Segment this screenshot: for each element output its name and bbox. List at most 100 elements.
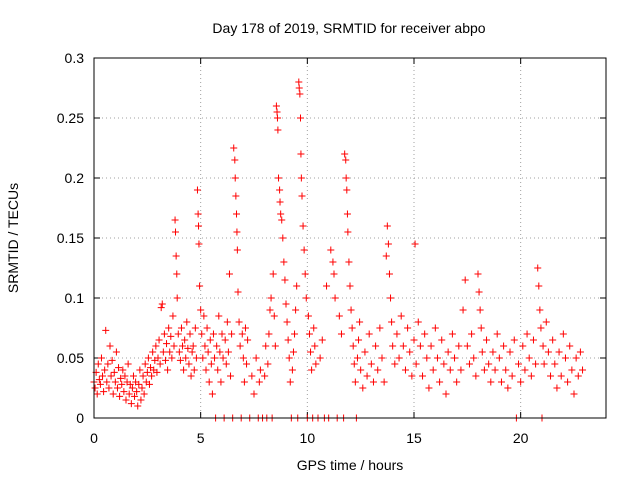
data-point [316, 354, 324, 362]
data-point [218, 330, 226, 338]
data-point [187, 372, 195, 380]
data-point [342, 156, 350, 164]
data-point [305, 330, 313, 338]
data-point [159, 348, 167, 356]
data-point [144, 354, 152, 362]
data-point [138, 384, 146, 392]
data-point [271, 342, 279, 350]
data-point [219, 354, 227, 362]
data-point [393, 330, 401, 338]
data-point [343, 186, 351, 194]
data-point [297, 114, 305, 122]
data-point [444, 348, 452, 356]
data-point [141, 360, 149, 368]
data-point [555, 348, 563, 356]
data-point [233, 210, 241, 218]
data-point [342, 174, 350, 182]
data-point [436, 378, 444, 386]
data-point [388, 318, 396, 326]
data-point [135, 380, 143, 388]
data-point [177, 324, 185, 332]
data-point [113, 384, 121, 392]
data-point [118, 380, 126, 388]
data-point [191, 324, 199, 332]
data-point [297, 150, 305, 158]
data-point [169, 312, 177, 320]
data-point [404, 324, 412, 332]
data-point [108, 356, 116, 364]
data-point [442, 390, 450, 398]
data-point [202, 366, 210, 374]
data-point [355, 336, 363, 344]
data-point [310, 324, 318, 332]
y-tick-label: 0 [76, 410, 84, 426]
data-point [551, 360, 559, 368]
data-point [412, 360, 420, 368]
data-point [110, 368, 118, 376]
data-point [100, 388, 108, 396]
data-point [107, 372, 115, 380]
data-point [217, 378, 225, 386]
data-point [389, 342, 397, 350]
data-point [576, 348, 584, 356]
data-point [248, 372, 256, 380]
data-point [276, 198, 284, 206]
data-point [455, 342, 463, 350]
data-point [239, 354, 247, 362]
data-point [134, 402, 142, 410]
data-point [429, 366, 437, 374]
data-point [235, 318, 243, 326]
y-tick-label: 0.15 [57, 230, 84, 246]
data-point [221, 336, 229, 344]
data-point [120, 388, 128, 396]
data-point [385, 270, 393, 278]
data-point [298, 192, 306, 200]
data-point [195, 240, 203, 248]
data-point [149, 348, 157, 356]
data-point [125, 390, 133, 398]
data-point [330, 270, 338, 278]
data-point [323, 282, 331, 290]
data-point [574, 372, 582, 380]
data-point [472, 372, 480, 380]
data-point [131, 392, 139, 400]
data-point [195, 222, 203, 230]
data-point [308, 366, 316, 374]
data-point [279, 234, 287, 242]
data-point [299, 222, 307, 230]
data-point [357, 366, 365, 374]
data-point [383, 222, 391, 230]
data-point [423, 354, 431, 362]
data-point [225, 270, 233, 278]
data-point [127, 400, 135, 408]
data-point [372, 342, 380, 350]
data-point [295, 84, 303, 92]
data-point [453, 378, 461, 386]
data-point [269, 270, 277, 278]
data-point [399, 342, 407, 350]
data-point [209, 330, 217, 338]
data-point [542, 318, 550, 326]
data-point [510, 336, 518, 344]
data-point [241, 324, 249, 332]
data-point [335, 312, 343, 320]
data-point [285, 354, 293, 362]
data-point [561, 354, 569, 362]
data-point [286, 378, 294, 386]
data-point [252, 354, 260, 362]
data-point [337, 330, 345, 338]
y-axis-label: SRMTID / TECUs [5, 183, 21, 293]
data-point [140, 390, 148, 398]
data-point [579, 366, 587, 374]
data-point [264, 360, 272, 368]
data-point [283, 318, 291, 326]
data-point [302, 294, 310, 302]
data-point [502, 366, 510, 374]
data-point [515, 360, 523, 368]
data-point [154, 354, 162, 362]
data-point [448, 330, 456, 338]
data-point [203, 324, 211, 332]
data-point [527, 372, 535, 380]
data-point [165, 324, 173, 332]
